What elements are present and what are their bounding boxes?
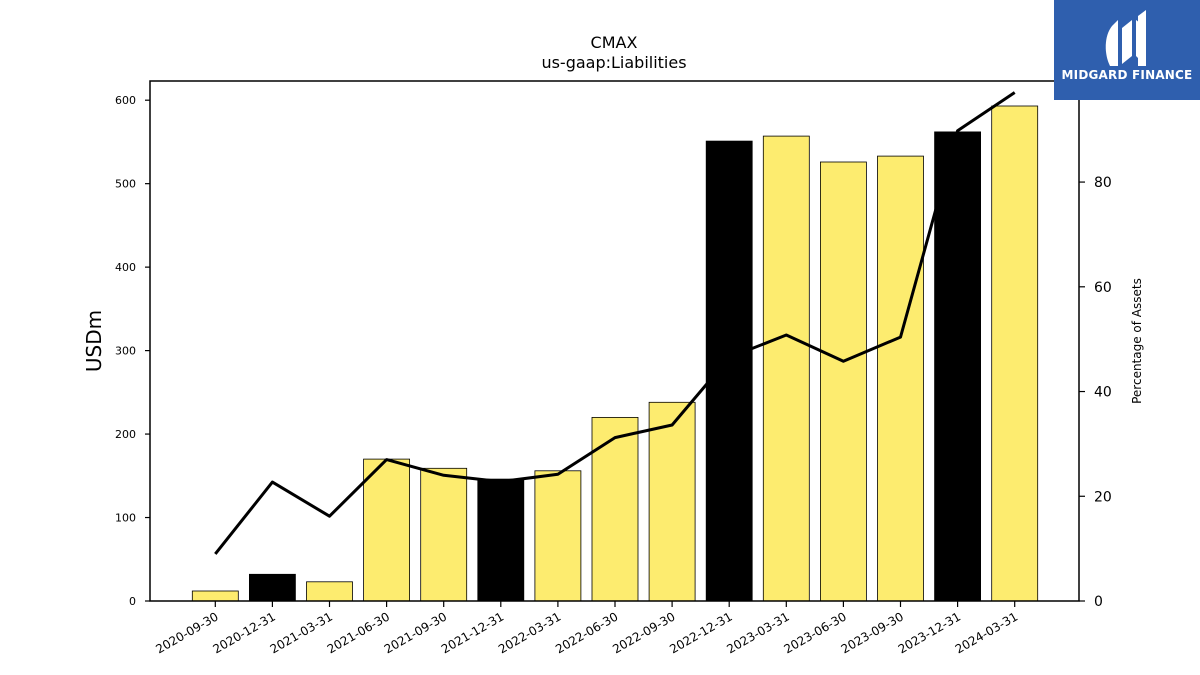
bar-2021-03-31 xyxy=(306,581,353,602)
bar-2021-09-30 xyxy=(420,467,468,602)
y-tick-label: 0 xyxy=(129,595,136,608)
y2-tick-label: 20 xyxy=(1094,489,1112,505)
chart-subtitle: us-gaap:Liabilities xyxy=(541,53,686,72)
bar-2023-03-31 xyxy=(762,135,810,602)
y-tick-label: 400 xyxy=(115,261,136,274)
y2-tick-label: 60 xyxy=(1094,280,1112,296)
x-axis-ticks: 2020-09-302020-12-312021-03-312021-06-30… xyxy=(153,601,1020,656)
y-tick-label: 600 xyxy=(115,94,136,107)
y-tick-label: 500 xyxy=(115,178,136,191)
x-tick-label: 2021-12-31 xyxy=(439,609,506,656)
y2-tick-label: 80 xyxy=(1094,175,1112,191)
y-tick-label: 100 xyxy=(115,512,136,525)
bar-2023-09-30 xyxy=(877,155,924,602)
brand-logo: MIDGARD FINANCE xyxy=(1054,0,1200,100)
bar-2023-06-30 xyxy=(820,161,867,602)
chart-title: CMAX xyxy=(591,33,638,52)
bar-2020-09-30 xyxy=(191,590,239,602)
bar-2022-03-31 xyxy=(534,470,582,602)
x-tick-label: 2023-12-31 xyxy=(896,609,963,656)
bar-2020-12-31 xyxy=(248,573,296,602)
bar-2022-09-30 xyxy=(648,401,696,602)
midgard-logo-icon xyxy=(1105,10,1146,66)
x-tick-label: 2023-09-30 xyxy=(839,609,906,656)
x-tick-label: 2021-09-30 xyxy=(382,609,449,656)
y-tick-label: 200 xyxy=(115,428,136,441)
bar-2021-06-30 xyxy=(363,458,411,602)
x-tick-label: 2020-09-30 xyxy=(153,609,220,656)
x-tick-label: 2023-03-31 xyxy=(724,609,791,656)
x-tick-label: 2022-03-31 xyxy=(496,609,563,656)
line-series xyxy=(214,91,1016,555)
x-tick-label: 2023-06-30 xyxy=(781,609,848,656)
x-tick-label: 2024-03-31 xyxy=(953,609,1020,656)
y2-tick-label: 0 xyxy=(1094,594,1103,610)
x-tick-label: 2022-09-30 xyxy=(610,609,677,656)
y2-axis-label: Percentage of Assets xyxy=(1130,278,1144,404)
y-tick-label: 300 xyxy=(115,345,136,358)
y-axis-label: USDm xyxy=(82,310,106,372)
brand-name: MIDGARD FINANCE xyxy=(1061,68,1193,82)
bar-2021-12-31 xyxy=(477,478,525,602)
x-tick-label: 2022-12-31 xyxy=(667,609,734,656)
x-tick-label: 2021-06-30 xyxy=(325,609,392,656)
y2-axis-ticks: 0 20 40 60 80 xyxy=(1079,175,1112,610)
x-tick-label: 2021-03-31 xyxy=(268,609,335,656)
y-axis-ticks: 0 100 200 300 400 500 600 xyxy=(115,94,150,608)
x-tick-label: 2022-06-30 xyxy=(553,609,620,656)
bar-2024-03-31 xyxy=(991,105,1039,602)
percentage-line xyxy=(214,91,1016,555)
bar-2022-06-30 xyxy=(591,416,639,602)
bar-2022-12-31 xyxy=(705,140,753,602)
bar-2023-12-31 xyxy=(934,131,981,602)
x-tick-label: 2020-12-31 xyxy=(210,609,277,656)
y2-tick-label: 40 xyxy=(1094,385,1112,401)
bar-series xyxy=(191,105,1039,602)
